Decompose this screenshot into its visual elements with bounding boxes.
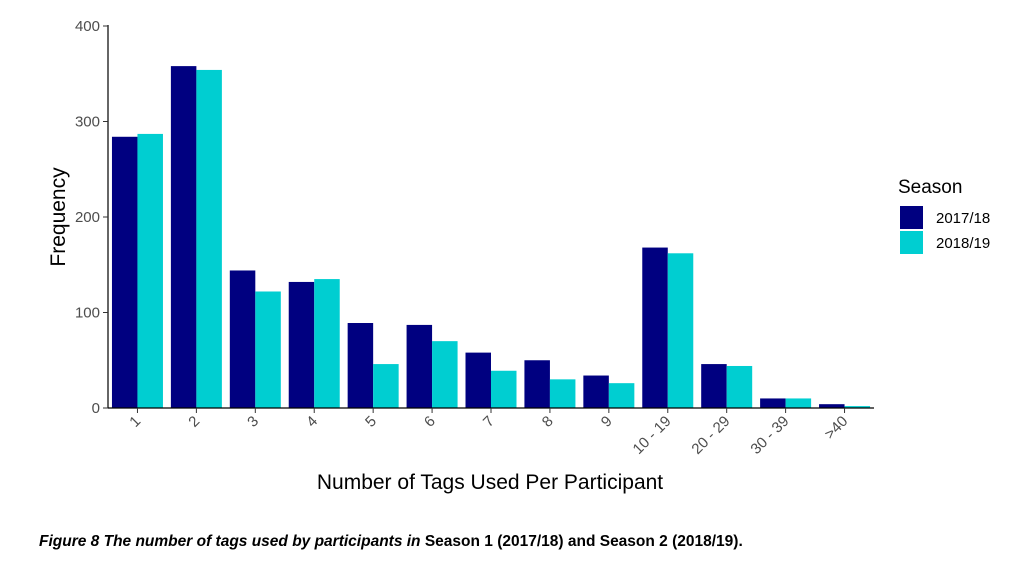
- x-tick-label: 5: [362, 413, 380, 431]
- bar-2018-19-cat-11: [785, 398, 812, 408]
- bar-2018-19-cat-0: [137, 133, 163, 409]
- bar-2017-18-cat-8: [583, 375, 609, 408]
- bar-2018-19-cat-2: [255, 291, 281, 408]
- legend-swatch-2018-19: [900, 231, 923, 254]
- bar-2017-18-cat-10: [701, 364, 727, 408]
- bar-2018-19-cat-8: [608, 383, 635, 408]
- caption-regular-part: Season 1 (2017/18) and Season 2 (2018/19…: [420, 533, 743, 550]
- bar-2017-18-cat-11: [760, 398, 786, 408]
- x-axis-title: Number of Tags Used Per Participant: [317, 471, 663, 494]
- bar-2018-19-cat-5: [432, 341, 458, 408]
- bar-2017-18-cat-9: [642, 247, 668, 408]
- bar-2018-19-cat-12: [844, 406, 871, 408]
- x-tick-label: 30 - 39: [747, 413, 792, 458]
- bars-group: [111, 66, 871, 409]
- caption-italic-part: Figure 8 The number of tags used by part…: [39, 533, 421, 550]
- bar-2017-18-cat-1: [170, 66, 197, 409]
- y-tick-label: 400: [75, 18, 100, 35]
- bar-2017-18-cat-12: [819, 404, 845, 408]
- figure-caption: Figure 8 The number of tags used by part…: [39, 533, 743, 551]
- y-axis-title: Frequency: [47, 167, 70, 267]
- x-tick-label: >40: [821, 413, 851, 443]
- bar-2017-18-cat-4: [347, 323, 374, 408]
- x-tick-label: 6: [421, 413, 439, 431]
- bar-2017-18-cat-7: [524, 360, 550, 408]
- x-tick-label: 9: [598, 413, 616, 431]
- bar-2017-18-cat-3: [288, 281, 315, 408]
- bar-2018-19-cat-1: [196, 69, 222, 409]
- bar-2017-18-cat-0: [111, 136, 138, 408]
- legend-title: Season: [898, 177, 962, 198]
- x-tick-label: 10 - 19: [630, 413, 675, 458]
- x-tick-label: 7: [480, 413, 498, 431]
- x-tick-label: 20 - 29: [688, 413, 733, 458]
- y-tick-label: 0: [92, 400, 100, 417]
- legend-swatch-2017-18: [900, 206, 923, 229]
- x-tick-label: 2: [185, 413, 203, 431]
- x-axis: 1 2 3 4 5 6 7 8 9 10 - 19 20 - 29 30 - 39 >40: [108, 407, 874, 458]
- bar-2017-18-cat-5: [406, 324, 433, 408]
- bar-2017-18-cat-6: [465, 352, 491, 408]
- legend: Season 2017/18 2018/19: [898, 177, 990, 254]
- y-tick-label: 100: [75, 305, 100, 322]
- bar-2018-19-cat-6: [491, 370, 517, 408]
- x-tick-label: 1: [126, 413, 144, 431]
- y-axis: 0 100 200 300 400: [75, 18, 109, 417]
- y-tick-label: 200: [75, 209, 100, 226]
- y-tick-label: 300: [75, 114, 100, 131]
- bar-2018-19-cat-10: [726, 365, 753, 408]
- x-tick-label: 4: [303, 413, 321, 431]
- legend-label-2018-19: 2018/19: [936, 235, 990, 252]
- bar-chart: 0 100 200 300 400 1 2 3 4 5 6 7 8 9 10 - 19 20 - 29 30 …: [47, 18, 990, 494]
- bar-2018-19-cat-9: [667, 253, 694, 408]
- x-tick-label: 8: [539, 413, 557, 431]
- x-tick-label: 3: [244, 413, 262, 431]
- bar-2018-19-cat-4: [373, 364, 399, 408]
- bar-2018-19-cat-3: [314, 279, 340, 408]
- legend-label-2017-18: 2017/18: [936, 210, 990, 227]
- bar-2017-18-cat-2: [229, 270, 256, 408]
- bar-2018-19-cat-7: [549, 379, 576, 408]
